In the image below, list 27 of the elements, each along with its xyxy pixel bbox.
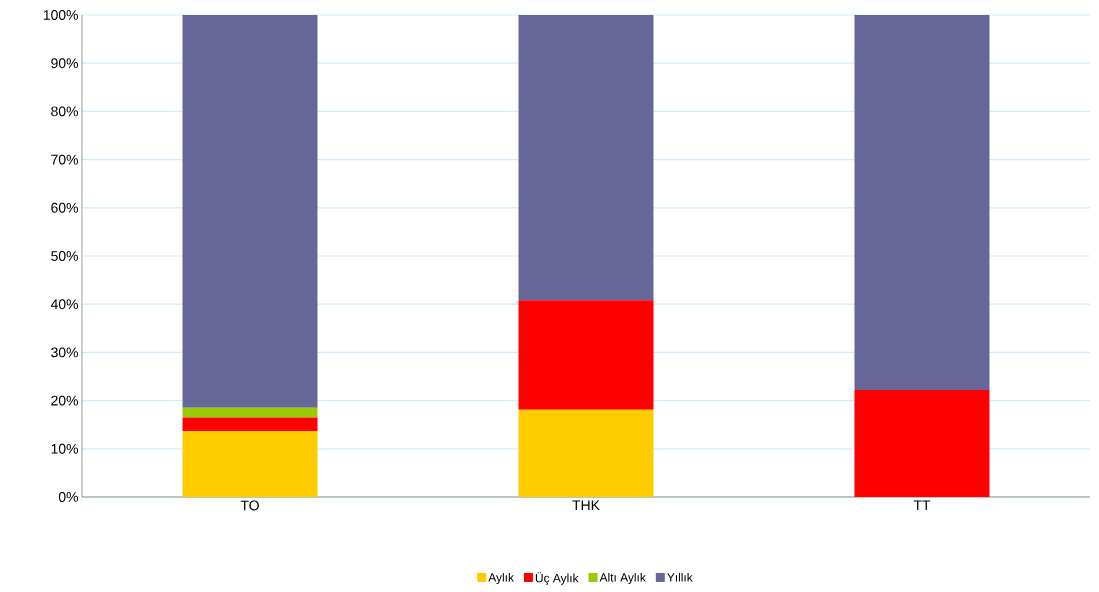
legend-label: Altı Aylık bbox=[599, 572, 646, 585]
bar bbox=[182, 417, 318, 431]
y-tick-label: 20% bbox=[51, 395, 78, 406]
y-tick-label: 50% bbox=[51, 251, 78, 261]
y-tick-label: 0% bbox=[58, 492, 78, 502]
legend-label: Aylık bbox=[488, 572, 514, 585]
y-tick-label: 70% bbox=[51, 154, 78, 165]
x-tick-label: TT bbox=[913, 500, 931, 511]
y-tick-label: 10% bbox=[51, 443, 78, 454]
x-tick-label: THK bbox=[572, 500, 600, 511]
y-tick-label: 60% bbox=[51, 202, 78, 213]
bar bbox=[182, 407, 318, 418]
bar bbox=[518, 14, 654, 301]
bar bbox=[854, 389, 990, 497]
y-tick-label: 30% bbox=[51, 347, 78, 358]
y-tick-label: 90% bbox=[51, 58, 78, 69]
y-tick-label: 40% bbox=[50, 299, 78, 310]
y-tick-label: 80% bbox=[51, 106, 78, 117]
bar bbox=[854, 14, 990, 390]
bar bbox=[182, 14, 318, 408]
bar bbox=[518, 409, 654, 497]
bar bbox=[182, 430, 318, 497]
x-tick-label: TO bbox=[240, 500, 259, 511]
y-tick-label: 100% bbox=[43, 10, 78, 20]
legend-label: Yıllık bbox=[667, 572, 693, 582]
legend-label: Üç Aylık bbox=[535, 572, 579, 585]
bar bbox=[518, 300, 654, 410]
